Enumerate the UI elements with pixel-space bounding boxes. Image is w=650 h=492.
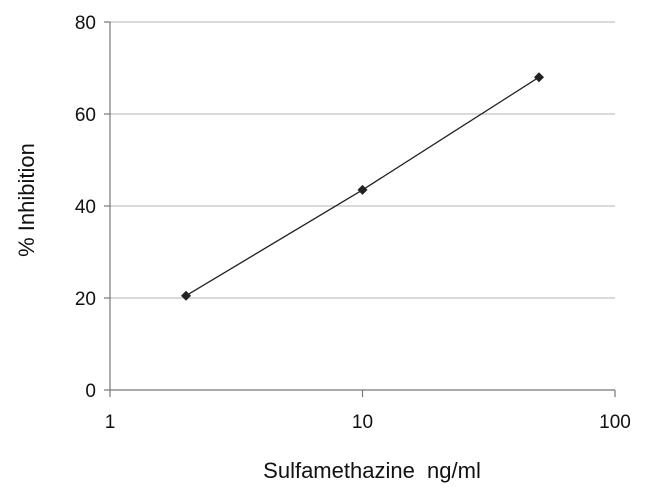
data-point-0 [181, 290, 192, 301]
y-tick-label-60: 60 [75, 105, 96, 126]
x-tick-label-1: 1 [105, 412, 116, 433]
series [181, 72, 544, 301]
y-tick-label-80: 80 [75, 13, 96, 34]
data-point-1 [357, 184, 368, 195]
axes [104, 21, 616, 397]
gridlines [110, 21, 615, 299]
x-tick-label-100: 100 [599, 412, 631, 433]
x-axis-title: Sulfamethazine ng/ml [263, 458, 481, 483]
tick-labels: 0 20 40 60 80 1 10 100 [75, 13, 631, 433]
y-tick-label-0: 0 [85, 381, 96, 402]
y-tick-label-20: 20 [75, 289, 96, 310]
x-tick-label-10: 10 [352, 412, 373, 433]
data-point-2 [533, 72, 544, 83]
y-axis-title: % Inhibition [14, 143, 39, 257]
y-tick-label-40: 40 [75, 197, 96, 218]
